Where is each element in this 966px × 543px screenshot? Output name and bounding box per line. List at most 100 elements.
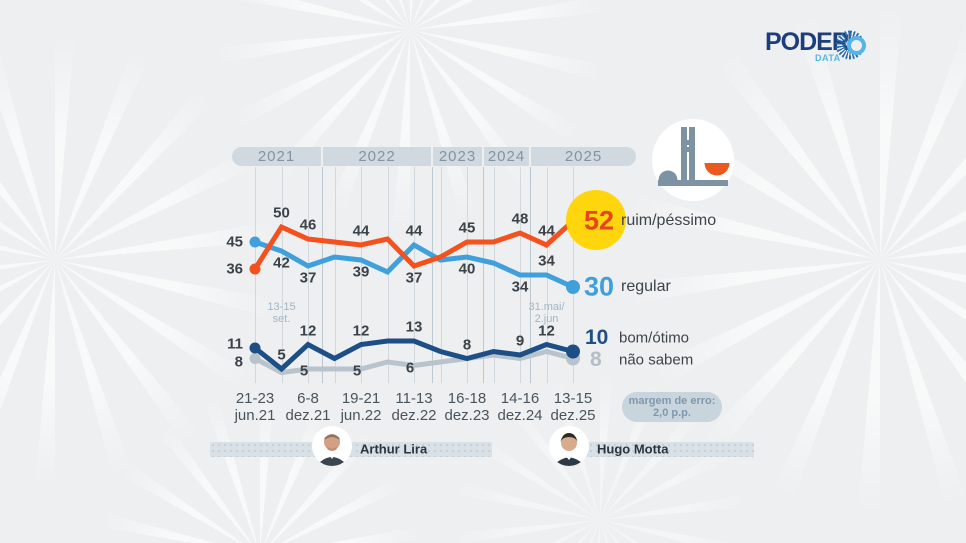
series-dot-bom/ótimo [566, 344, 580, 359]
gridline [255, 167, 256, 383]
x-tick-month: dez.21 [285, 407, 331, 424]
x-tick-month: dez.24 [497, 407, 543, 424]
x-tick-label: 13-15 dez.25 [550, 390, 595, 424]
value-label-bom/ótimo: 8 [462, 336, 472, 353]
year-boundary-gridline [483, 167, 484, 383]
value-label-não sabem: 6 [405, 359, 415, 376]
value-label-ruim/péssimo: 44 [352, 222, 370, 240]
value-label-ruim/péssimo: 36 [226, 260, 243, 278]
value-label-regular: 40 [458, 260, 476, 278]
series-dot-regular [249, 236, 261, 248]
x-tick-days: 19-21 [341, 390, 381, 407]
x-tick-days: 21-23 [235, 390, 275, 407]
date-annotation: 13-15 set. [267, 301, 296, 325]
highlight-circle [566, 190, 626, 250]
value-label-regular: 45 [226, 233, 243, 251]
year-segment-2023: 2023 [433, 147, 482, 166]
value-label-regular: 42 [273, 254, 290, 272]
x-tick-days: 14-16 [500, 390, 540, 407]
value-label-bom/ótimo: 13 [405, 318, 423, 336]
x-tick-days: 6-8 [297, 390, 319, 407]
legend-label-nao-sabem: não sabem [619, 351, 694, 369]
legend-label-regular: regular [621, 278, 671, 295]
x-tick-days: 11-13 [395, 390, 433, 407]
series-dot-bom/ótimo [249, 342, 261, 354]
series-dot-ruim/péssimo [249, 263, 261, 275]
date-annotation: 31.mai/ 2.jun [528, 301, 565, 325]
year-label: 2023 [438, 148, 477, 165]
year-segment-2025: 2025 [531, 147, 636, 166]
value-label-regular: 34 [511, 278, 529, 296]
value-label-bom/ótimo: 12 [538, 322, 555, 339]
legend-value-nao-sabem: 8 [590, 348, 602, 371]
value-label-bom/ótimo: 12 [352, 322, 370, 339]
value-label-não sabem: 8 [234, 353, 243, 370]
value-label-bom/ótimo: 11 [227, 335, 243, 353]
series-line-ruim/péssimo [252, 219, 575, 271]
gridline [387, 167, 389, 383]
avatar-hugo-motta [549, 426, 589, 466]
sunburst-ring-icon [847, 36, 866, 55]
arthur-lira-photo [312, 426, 352, 466]
legend-label-ruim-pessimo: ruim/péssimo [621, 212, 717, 229]
series-line-não sabem [253, 348, 574, 376]
year-segment-2021: 2021 [232, 147, 321, 166]
congress-building-icon [658, 127, 730, 186]
value-label-não sabem: 5 [352, 362, 362, 380]
x-tick-month: dez.22 [391, 407, 437, 424]
value-label-ruim/péssimo: 46 [299, 216, 317, 234]
x-tick-month: dez.25 [550, 407, 596, 424]
gridline [281, 167, 283, 383]
value-label-regular: 44 [405, 222, 423, 240]
gridline [493, 167, 495, 383]
value-label-bom/ótimo: 5 [277, 346, 286, 364]
x-tick-month: jun.22 [340, 407, 382, 424]
hugo-motta-photo [549, 426, 589, 466]
value-label-ruim/péssimo: 48 [511, 210, 529, 228]
gridline [308, 167, 309, 383]
value-label-não sabem: 5 [299, 362, 309, 380]
year-boundary-gridline [322, 167, 323, 383]
x-tick-label: 19-21 jun.22 [341, 390, 382, 424]
x-tick-label: 6-8 dez.21 [285, 390, 330, 424]
gridline [414, 167, 415, 383]
x-tick-month: jun.21 [234, 407, 276, 424]
year-label: 2021 [257, 148, 296, 165]
value-label-regular: 34 [538, 252, 555, 270]
series-dot-regular [566, 280, 580, 294]
x-tick-days: 16-18 [447, 390, 487, 407]
timeline-bar-motta [552, 442, 754, 457]
x-tick-label: 16-18 dez.23 [444, 390, 489, 424]
gridline [334, 167, 336, 383]
legend-value-bom-otimo: 10 [585, 326, 609, 349]
series-line-bom/ótimo [253, 338, 574, 373]
gridline [361, 167, 362, 383]
legend-value-ruim-pessimo: 52 [584, 205, 615, 236]
gridline [440, 167, 442, 383]
avatar-arthur-lira [312, 426, 352, 466]
x-tick-label: 11-13 dez.22 [391, 390, 436, 424]
year-segment-2022: 2022 [323, 147, 431, 166]
gridline [573, 167, 574, 383]
congress-icon-badge [652, 119, 734, 201]
value-label-ruim/péssimo: 44 [538, 222, 555, 240]
value-label-ruim/péssimo: 45 [458, 219, 476, 237]
margin-of-error-badge: margem de erro: 2,0 p.p. [622, 392, 722, 422]
value-label-ruim/péssimo: 37 [405, 269, 423, 287]
person-name-arthur-lira: Arthur Lira [360, 441, 428, 457]
year-boundary-gridline [432, 167, 433, 383]
x-tick-month: dez.23 [444, 407, 490, 424]
value-label-bom/ótimo: 9 [515, 332, 525, 350]
value-label-regular: 39 [352, 263, 370, 281]
year-segment-2024: 2024 [484, 147, 529, 166]
x-tick-days: 13-15 [553, 390, 593, 407]
x-tick-label: 14-16 dez.24 [497, 390, 542, 424]
value-label-ruim/péssimo: 50 [273, 204, 290, 222]
logo-subtitle: DATA [815, 53, 841, 63]
series-line-regular [254, 239, 575, 290]
gridline [467, 167, 468, 383]
year-label: 2022 [358, 148, 396, 165]
value-label-regular: 37 [299, 269, 317, 287]
x-tick-label: 21-23 jun.21 [235, 390, 276, 424]
